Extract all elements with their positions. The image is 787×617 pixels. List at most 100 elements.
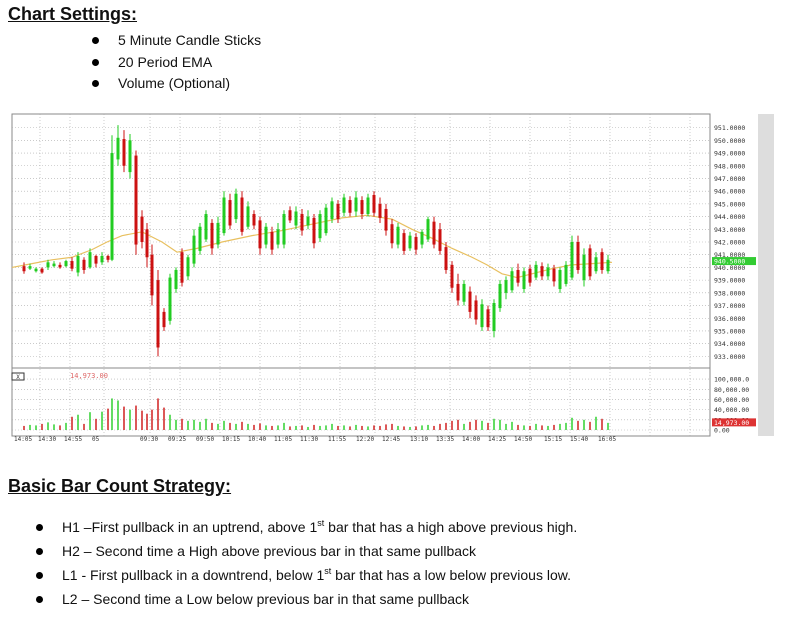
time-tick-label: 16:05 xyxy=(598,436,616,442)
candle-body xyxy=(252,214,256,226)
price-tick-label: 951.0000 xyxy=(714,124,745,132)
candle-body xyxy=(498,283,502,309)
candle-body xyxy=(432,221,436,245)
price-tick-label: 935.0000 xyxy=(714,327,745,335)
plot-frame xyxy=(11,113,711,437)
candle-down xyxy=(252,210,256,230)
candle-down xyxy=(82,257,86,274)
time-tick-label: 13:35 xyxy=(436,436,454,442)
list-item: H1 –First pullback in an uptrend, above … xyxy=(36,515,577,539)
volume-tick-label: 0.00 xyxy=(714,427,730,435)
chart-scrollbar[interactable] xyxy=(758,114,774,436)
candle-body xyxy=(106,255,110,260)
time-tick-label: 09:25 xyxy=(168,436,186,442)
candle-body xyxy=(234,193,238,220)
candle-body xyxy=(606,259,610,272)
candle-body xyxy=(336,203,340,220)
candle-up xyxy=(366,193,370,217)
candle-body xyxy=(312,217,316,244)
candle-up xyxy=(76,252,80,277)
bullet-icon xyxy=(36,524,43,531)
bullet-icon xyxy=(36,596,43,603)
candle-up xyxy=(128,133,132,179)
candle-up xyxy=(480,299,484,331)
bullet-icon xyxy=(92,80,99,87)
list-item: 5 Minute Candle Sticks xyxy=(92,30,261,52)
candle-body xyxy=(450,264,454,288)
candle-down xyxy=(40,267,44,274)
candle-up xyxy=(354,191,358,217)
candle-body xyxy=(40,268,44,273)
price-tick-label: 937.0000 xyxy=(714,302,745,310)
candle-up xyxy=(564,261,568,287)
candle-down xyxy=(336,200,340,223)
candle-body xyxy=(468,291,472,312)
candle-body xyxy=(564,264,568,284)
strategy-heading: Basic Bar Count Strategy: xyxy=(8,476,232,496)
time-tick-label: 10:40 xyxy=(248,436,266,442)
candle-up xyxy=(28,263,32,270)
candle-down xyxy=(106,254,110,263)
candle-up xyxy=(204,210,208,242)
list-item: L2 – Second time a Low below previous ba… xyxy=(36,587,577,611)
time-tick-label: 12:45 xyxy=(382,436,400,442)
candle-down xyxy=(58,262,62,269)
candle-body xyxy=(492,303,496,331)
candle-up xyxy=(510,267,514,293)
candle-up xyxy=(294,206,298,230)
candle-body xyxy=(100,255,104,263)
candle-body xyxy=(396,226,400,245)
candle-body xyxy=(558,269,562,290)
candle-body xyxy=(156,280,160,348)
candle-up xyxy=(34,267,38,273)
candles xyxy=(22,125,610,357)
candle-body xyxy=(22,266,26,272)
candle-down xyxy=(402,229,406,255)
price-tick-label: 940.0000 xyxy=(714,264,745,272)
candle-up xyxy=(116,125,120,166)
current-price-marker xyxy=(712,257,756,266)
volume-tick-label: 100,000.0 xyxy=(714,376,749,384)
candle-body xyxy=(46,262,50,268)
candle-body xyxy=(582,254,586,281)
candle-up xyxy=(222,191,226,236)
time-tick-label: 14:50 xyxy=(514,436,532,442)
candle-down xyxy=(450,261,454,293)
candle-body xyxy=(198,226,202,251)
candle-body xyxy=(88,252,92,268)
current-price-label: 940.5000 xyxy=(714,258,745,266)
list-item: H2 – Second time a High above previous b… xyxy=(36,539,577,563)
candle-body xyxy=(264,226,268,245)
candle-down xyxy=(378,197,382,223)
time-tick-label: 12:20 xyxy=(356,436,374,442)
candle-body xyxy=(58,264,62,268)
candle-body xyxy=(210,222,214,249)
candle-body xyxy=(150,254,154,296)
candle-body xyxy=(52,263,56,267)
bullet-icon xyxy=(36,572,43,579)
candle-down xyxy=(444,242,448,274)
time-tick-label: 09:50 xyxy=(196,436,214,442)
candle-body xyxy=(456,283,460,301)
candle-down xyxy=(140,210,144,249)
list-item: 20 Period EMA xyxy=(92,52,261,74)
candle-down xyxy=(552,264,556,287)
candle-body xyxy=(378,203,382,218)
candle-body xyxy=(546,267,550,277)
candle-down xyxy=(432,216,436,249)
candle-body xyxy=(228,200,232,226)
candle-up xyxy=(522,267,526,293)
pane-toggle-button[interactable] xyxy=(11,372,25,381)
candle-body xyxy=(324,207,328,234)
candle-body xyxy=(600,252,604,270)
candle-up xyxy=(504,276,508,300)
candle-body xyxy=(534,264,538,278)
candle-down xyxy=(372,191,376,217)
time-tick-label: 14:55 xyxy=(64,436,82,442)
candle-down xyxy=(600,248,604,274)
candle-up xyxy=(88,248,92,269)
candle-up xyxy=(110,135,114,262)
candle-up xyxy=(330,197,334,223)
candle-body xyxy=(306,216,310,226)
candle-down xyxy=(22,262,26,274)
